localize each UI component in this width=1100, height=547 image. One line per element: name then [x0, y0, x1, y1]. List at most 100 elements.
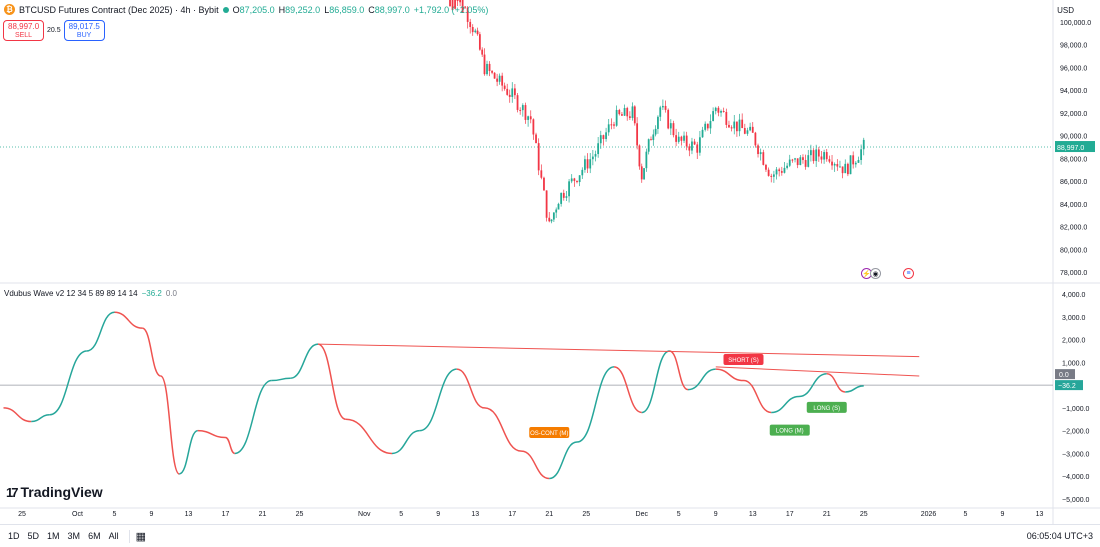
sell-button[interactable]: 88,997.0 SELL [3, 20, 44, 41]
us-flag-event-icon[interactable]: ≡ [903, 268, 914, 279]
candle-body [488, 63, 491, 71]
time-tick-label: 17 [786, 511, 794, 518]
candle-body [770, 175, 773, 177]
candle-body [683, 135, 685, 141]
time-tick-label: 21 [545, 511, 553, 518]
candle-body [804, 160, 807, 167]
candle-body [537, 143, 540, 171]
candle-body [548, 217, 551, 222]
candle-body [780, 171, 783, 173]
candle-body [796, 158, 799, 166]
price-tick-label: 92,000.0 [1060, 111, 1087, 118]
candle-body [506, 88, 509, 95]
candle-body [586, 159, 589, 169]
candle-body [675, 135, 678, 142]
range-all-button[interactable]: All [108, 531, 119, 541]
candle-body [857, 159, 860, 163]
candle-body [839, 166, 841, 168]
candle-body [540, 170, 543, 178]
osc-wave-segment [669, 350, 689, 391]
calendar-icon[interactable]: ▦ [135, 530, 146, 543]
osc-wave-segment [521, 450, 550, 480]
candle-body [594, 154, 597, 157]
candle-body [615, 109, 618, 126]
candle-body [841, 166, 844, 174]
range-5d-button[interactable]: 5D [27, 531, 40, 541]
candle-body [828, 159, 831, 162]
candle-body [607, 124, 610, 133]
tradingview-logo[interactable]: 17 TradingView [6, 484, 103, 500]
osc-wave-segment [576, 366, 615, 443]
candle-body [519, 109, 522, 111]
signal-badge [529, 426, 570, 438]
time-tick-label: 2026 [921, 511, 937, 518]
range-1d-button[interactable]: 1D [8, 531, 20, 541]
candle-body [456, 0, 459, 1]
osc-wave-segment [345, 418, 393, 455]
range-3m-button[interactable]: 3M [67, 531, 81, 541]
osc-wave-segment [613, 366, 642, 414]
osc-wave-segment [771, 395, 800, 414]
candle-body [584, 159, 586, 170]
osc-wave-segment [715, 368, 744, 382]
candle-body [693, 141, 696, 145]
osc-wave-segment [484, 407, 522, 452]
indicator-legend[interactable]: Vdubus Wave v2 12 34 5 89 89 14 14 −36.2… [4, 289, 177, 298]
candle-body [543, 177, 545, 191]
buy-button[interactable]: 89,017.5 BUY [63, 20, 105, 41]
candle-body [516, 95, 519, 110]
candle-body [560, 192, 563, 204]
toolbar-divider [128, 529, 130, 543]
candle-body [836, 163, 839, 167]
candle-body [573, 178, 576, 181]
signal-badge-label: SHORT (S) [728, 358, 758, 364]
candle-body [555, 209, 558, 213]
osc-tick-label: 4,000.0 [1062, 292, 1085, 299]
candle-body [610, 124, 613, 126]
symbol-legend: ₿ BTCUSD Futures Contract (Dec 2025) · 4… [4, 4, 488, 15]
candle-body [815, 149, 818, 162]
candle-body [493, 72, 496, 79]
candle-body [626, 108, 629, 117]
candle-body [749, 126, 752, 131]
time-tick-label: Oct [72, 511, 83, 518]
candle-body [568, 181, 570, 197]
osc-trendline [317, 343, 920, 358]
price-change: +1,792.0 (+2.05%) [413, 4, 489, 15]
candle-body [831, 161, 833, 166]
price-tick-label: 100,000.0 [1060, 20, 1091, 27]
clock[interactable]: 06:05:04 UTC+3 [1026, 531, 1093, 541]
indicator-name[interactable]: Vdubus Wave v2 12 34 5 89 89 14 14 [4, 289, 138, 298]
candle-body [812, 150, 815, 162]
osc-trendline [715, 366, 920, 377]
osc-tick-label: −4,000.0 [1062, 474, 1090, 481]
osc-wave-segment [49, 350, 87, 416]
candle-body [791, 159, 794, 161]
candle-body [807, 155, 810, 167]
range-1m-button[interactable]: 1M [47, 531, 60, 541]
candle-body [532, 119, 535, 135]
range-6m-button[interactable]: 6M [88, 531, 101, 541]
candle-body [623, 108, 626, 116]
currency-label[interactable]: USD [1057, 6, 1074, 15]
indicator-value-2: 0.0 [165, 289, 177, 298]
osc-wave-segment [641, 350, 670, 414]
candle-body [712, 111, 715, 122]
candle-body [481, 49, 484, 55]
candle-body [767, 169, 770, 176]
osc-wave-segment [549, 441, 578, 480]
candle-body [589, 159, 592, 169]
price-tick-label: 86,000.0 [1060, 179, 1087, 186]
ohlc-close: C88,997.0 [368, 4, 410, 15]
candle-body [706, 123, 709, 129]
candle-body [529, 116, 532, 120]
candle-body [788, 159, 791, 166]
time-tick-label: 9 [714, 511, 718, 518]
signal-badge-label: LONG (M) [776, 429, 804, 435]
symbol-title[interactable]: BTCUSD Futures Contract (Dec 2025) · 4h … [19, 4, 219, 15]
osc-wave-segment [391, 429, 420, 455]
signal-badge [723, 354, 764, 366]
earnings-event-icon[interactable]: ◉ [870, 268, 881, 279]
